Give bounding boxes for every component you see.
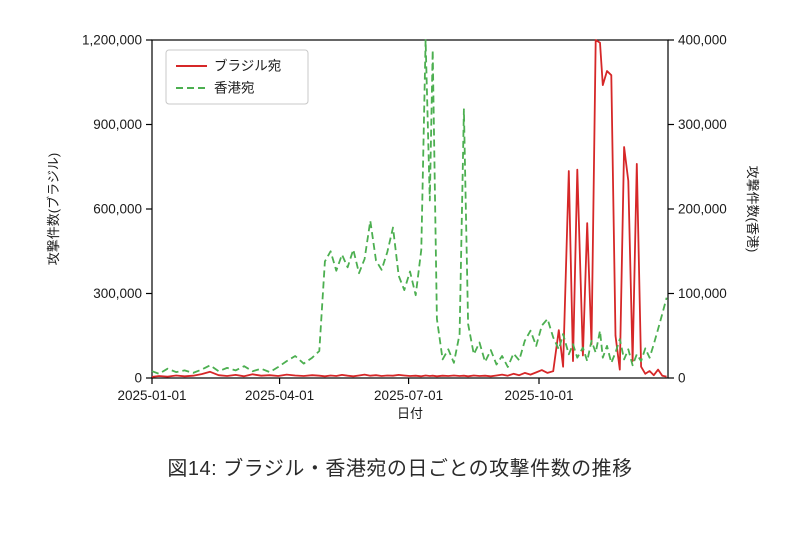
y-axis-left-tick-label: 900,000 <box>93 117 142 132</box>
y-axis-right-title: 攻撃件数(香港) <box>745 166 760 253</box>
y-axis-left-title: 攻撃件数(ブラジル) <box>46 153 61 265</box>
x-axis-tick-label: 2025-07-01 <box>374 388 443 403</box>
y-axis-right-tick-label: 0 <box>678 371 686 386</box>
y-axis-right-tick-label: 300,000 <box>678 117 727 132</box>
y-axis-right-tick-label: 200,000 <box>678 202 727 217</box>
y-axis-left-tick-label: 600,000 <box>93 202 142 217</box>
x-axis-tick-label: 2025-01-01 <box>117 388 186 403</box>
legend-label-brazil: ブラジル宛 <box>214 58 281 74</box>
y-axis-right-tick-label: 100,000 <box>678 286 727 301</box>
x-axis-title: 日付 <box>397 406 423 421</box>
y-axis-right-tick-label: 400,000 <box>678 33 727 48</box>
figure-caption: 図14: ブラジル・香港宛の日ごとの攻撃件数の推移 <box>167 458 633 480</box>
series-line-hongkong <box>151 39 668 375</box>
series-line-brazil <box>151 39 667 378</box>
attack-count-line-chart: 0 300,000 600,000 900,000 1,200,000 0 100,000 2… <box>46 33 760 422</box>
y-axis-left-tick-label: 1,200,000 <box>82 33 142 48</box>
legend-box <box>165 49 309 105</box>
legend-label-hongkong: 香港宛 <box>214 81 255 96</box>
x-axis-tick-label: 2025-04-01 <box>245 388 314 403</box>
y-axis-left-tick-label: 300,000 <box>93 286 142 301</box>
x-axis-tick-label: 2025-10-01 <box>504 388 573 403</box>
y-axis-left-tick-label: 0 <box>134 371 142 386</box>
